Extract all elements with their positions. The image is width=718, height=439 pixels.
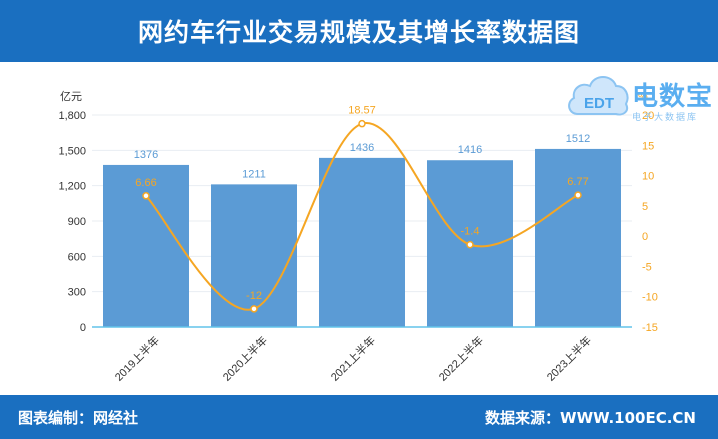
left-axis-tick-label: 0 [80, 322, 86, 334]
right-axis-unit: % [638, 91, 648, 103]
x-axis-tick-label: 2022上半年 [436, 333, 487, 384]
right-axis-tick-label: -15 [642, 322, 658, 334]
growth-rate-point [574, 191, 582, 199]
left-axis-tick-label: 1,500 [58, 145, 86, 157]
right-axis-tick-label: -5 [642, 261, 652, 273]
growth-rate-label: 6.77 [567, 176, 588, 188]
bar-value-label: 1376 [134, 149, 158, 161]
bar-value-label: 1436 [350, 142, 374, 154]
bar-value-label: 1211 [242, 168, 266, 180]
left-axis-tick-label: 1,200 [58, 181, 86, 193]
footer-source: 数据来源：WWW.100EC.CN [485, 409, 696, 427]
right-axis-tick-label: -10 [642, 292, 658, 304]
cloud-logo-icon: EDT [568, 76, 629, 116]
footer-credit: 图表编制：网经社 [18, 409, 139, 427]
growth-rate-point [466, 240, 474, 249]
x-axis-tick-label: 2023上半年 [544, 333, 595, 384]
logo-subtext: 电子大数据库 [632, 113, 699, 123]
growth-rate-point [142, 192, 150, 200]
x-axis-tick-label: 2019上半年 [112, 333, 163, 384]
bar [319, 157, 405, 327]
growth-rate-label: -1.4 [461, 226, 480, 238]
chart-header: 网约车行业交易规模及其增长率数据图 [0, 0, 718, 62]
logo-badge: EDT [584, 95, 614, 112]
left-axis-unit: 亿元 [60, 90, 82, 103]
growth-rate-line [145, 122, 579, 311]
right-axis-tick-label: 0 [642, 231, 648, 243]
growth-rate-label: 6.66 [135, 177, 156, 189]
growth-rate-point [358, 119, 366, 128]
right-axis-tick-label: 15 [642, 140, 654, 152]
logo-text: 电数宝 [632, 82, 714, 112]
right-axis-tick-label: 20 [642, 110, 654, 122]
growth-rate-point [250, 305, 258, 313]
bar [535, 148, 621, 327]
left-axis-tick-label: 900 [68, 216, 86, 228]
chart-title: 网约车行业交易规模及其增长率数据图 [137, 18, 580, 47]
x-axis-tick-label: 2021上半年 [328, 333, 379, 384]
x-axis-tick-label: 2020上半年 [220, 333, 271, 384]
growth-rate-label: 18.57 [348, 105, 376, 117]
logo: EDT 电数宝 电子大数据库 [566, 68, 716, 128]
growth-rate-label: -12 [246, 290, 262, 302]
chart-canvas: 0 300 600 900 1,200 1,500 1,800 -15 -10 -5 0 5 10 15 2… [58, 90, 658, 384]
bar-value-label: 1416 [458, 144, 482, 156]
left-axis-tick-label: 600 [68, 251, 86, 263]
left-axis-tick-label: 300 [68, 287, 86, 299]
bar [103, 164, 189, 327]
right-axis-tick-label: 10 [642, 171, 654, 183]
bar [211, 184, 297, 327]
left-axis-tick-label: 1,800 [58, 110, 86, 122]
bar-value-label: 1512 [566, 133, 590, 145]
chart-footer: 图表编制：网经社 数据来源：WWW.100EC.CN [0, 395, 718, 439]
right-axis-tick-label: 5 [642, 201, 648, 213]
